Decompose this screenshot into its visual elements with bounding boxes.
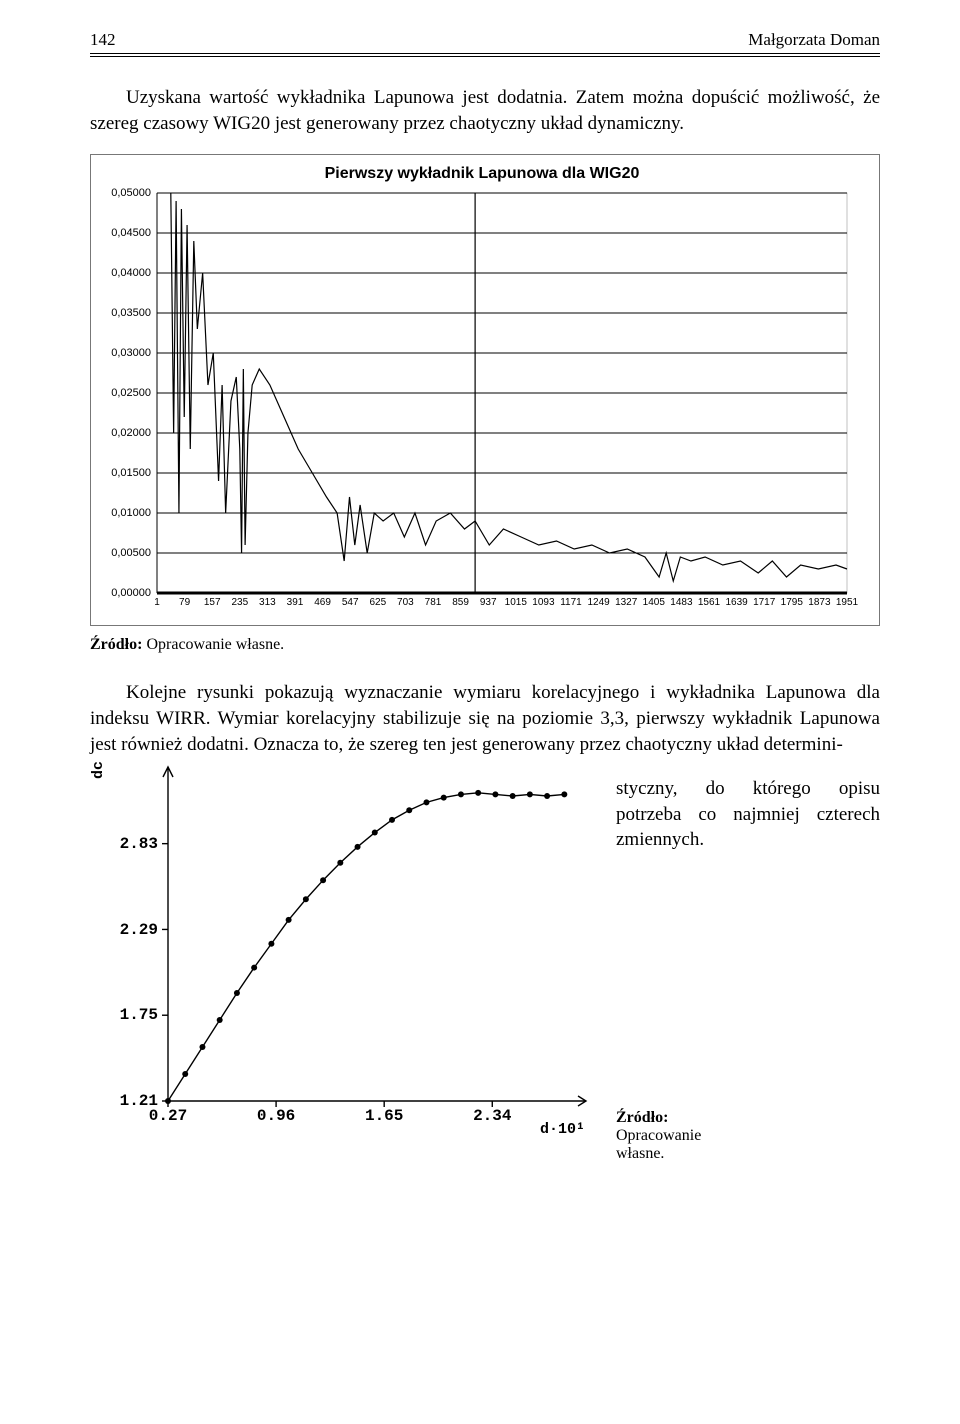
chart1-ytick: 0,03000 — [99, 347, 151, 359]
chart1-xtick: 1873 — [808, 597, 830, 608]
chart1-ytick: 0,01500 — [99, 467, 151, 479]
chart1-xtick: 1561 — [698, 597, 720, 608]
chart1-xtick: 547 — [342, 597, 359, 608]
paragraph-1: Uzyskana wartość wykładnika Lapunowa jes… — [90, 85, 880, 136]
chart2-svg — [90, 757, 610, 1137]
chart1-ytick: 0,02500 — [99, 387, 151, 399]
chart2-ylabel: dc — [90, 761, 107, 779]
chart1-xtick: 313 — [259, 597, 276, 608]
chart1-xtick: 391 — [287, 597, 304, 608]
chart1-ytick: 0,05000 — [99, 187, 151, 199]
chart1-xtick: 781 — [425, 597, 442, 608]
source-2: Źródło: Opracowanie własne. — [616, 1109, 701, 1163]
chart1-ytick: 0,04000 — [99, 267, 151, 279]
chart2-frame: 2.832.291.751.210.270.961.652.34dcd·10¹Ź… — [90, 757, 610, 1137]
chart1-xtick: 1171 — [560, 597, 582, 608]
chart1-xtick: 703 — [397, 597, 414, 608]
chart1-xtick: 859 — [452, 597, 469, 608]
author-name: Małgorzata Doman — [748, 30, 880, 50]
chart1-svg — [99, 187, 859, 617]
chart1-xtick: 79 — [179, 597, 190, 608]
chart2-ytick: 1.75 — [108, 1006, 158, 1024]
chart1-ytick: 0,03500 — [99, 307, 151, 319]
chart1-frame: Pierwszy wykładnik Lapunowa dla WIG20 0,… — [90, 154, 880, 626]
chart2-xlabel: d·10¹ — [540, 1121, 585, 1138]
chart1-ytick: 0,00000 — [99, 587, 151, 599]
chart1-xtick: 1249 — [587, 597, 609, 608]
chart1-xtick: 937 — [480, 597, 497, 608]
chart1-xtick: 1951 — [836, 597, 858, 608]
chart1-xtick: 1 — [154, 597, 160, 608]
chart1-xtick: 1327 — [615, 597, 637, 608]
source-1: Źródło: Opracowanie własne. — [90, 636, 880, 654]
chart1-xtick: 1015 — [505, 597, 527, 608]
paragraph-2b: styczny, do którego opisu potrzeba co na… — [616, 776, 880, 853]
chart2-xtick: 0.27 — [149, 1107, 187, 1125]
header-rule-thin — [90, 56, 880, 57]
chart1-xtick: 625 — [369, 597, 386, 608]
chart1-xtick: 157 — [204, 597, 221, 608]
chart1-ytick: 0,02000 — [99, 427, 151, 439]
chart1-xtick: 1795 — [781, 597, 803, 608]
chart1-xtick: 1639 — [725, 597, 747, 608]
chart2-ytick: 2.83 — [108, 835, 158, 853]
page-number: 142 — [90, 30, 116, 50]
paragraph-2a: Kolejne rysunki pokazują wyznaczanie wym… — [90, 680, 880, 757]
chart2-ytick: 2.29 — [108, 921, 158, 939]
chart1-xtick: 1717 — [753, 597, 775, 608]
chart1-ytick: 0,01000 — [99, 507, 151, 519]
chart1-ytick: 0,00500 — [99, 547, 151, 559]
chart2-xtick: 2.34 — [473, 1107, 511, 1125]
chart1-xtick: 1405 — [643, 597, 665, 608]
chart2-xtick: 1.65 — [365, 1107, 403, 1125]
chart1-title: Pierwszy wykładnik Lapunowa dla WIG20 — [99, 165, 865, 183]
chart1-xtick: 1093 — [532, 597, 554, 608]
chart1-xtick: 469 — [314, 597, 331, 608]
chart1-xtick: 235 — [231, 597, 248, 608]
chart2-xtick: 0.96 — [257, 1107, 295, 1125]
header-rule-thick — [90, 53, 880, 54]
chart1-ytick: 0,04500 — [99, 227, 151, 239]
chart1-xtick: 1483 — [670, 597, 692, 608]
